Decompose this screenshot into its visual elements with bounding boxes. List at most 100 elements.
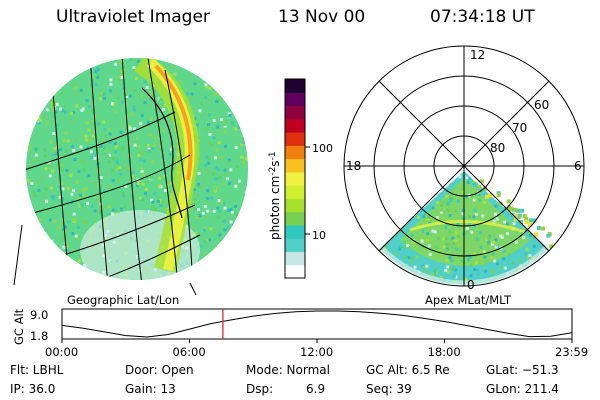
speckle (500, 196, 504, 200)
speckle (437, 237, 441, 240)
fringe-dot (528, 222, 532, 227)
speckle (94, 153, 98, 157)
speckle (70, 111, 73, 115)
speckle (217, 98, 221, 101)
speckle (494, 238, 498, 242)
speckle (206, 79, 210, 83)
speckle (57, 144, 61, 148)
speckle (247, 178, 248, 182)
speckle (48, 67, 52, 71)
speckle (234, 270, 238, 274)
speckle (28, 146, 32, 150)
speckle (503, 266, 507, 270)
speckle (111, 208, 115, 212)
speckle (405, 171, 409, 174)
speckle (475, 199, 479, 203)
fringe-dot (508, 212, 513, 217)
speckle (73, 158, 77, 161)
speckle (486, 242, 490, 246)
speckle (108, 89, 112, 93)
speckle (52, 194, 55, 198)
speckle (50, 239, 54, 243)
speckle (78, 204, 82, 208)
mlat-label-80: 80 (490, 141, 505, 155)
speckle (59, 62, 63, 66)
speckle (70, 249, 74, 253)
speckle (53, 146, 57, 150)
speckle (531, 281, 535, 285)
speckle (52, 150, 56, 154)
glat-info: GLat: −51.3 (486, 363, 559, 377)
fringe-dot (483, 186, 488, 191)
speckle (161, 128, 165, 132)
speckle (530, 213, 534, 217)
speckle (202, 215, 206, 219)
speckle (30, 260, 34, 264)
speckle (93, 209, 97, 213)
speckle (448, 256, 452, 260)
speckle (204, 83, 208, 87)
speckle (213, 230, 217, 234)
speckle (451, 267, 455, 271)
speckle (408, 178, 412, 182)
speckle (444, 237, 448, 241)
fringe-dot (484, 194, 489, 199)
speckle (238, 112, 242, 116)
speckle (239, 253, 243, 257)
speckle (44, 167, 48, 171)
speckle (65, 169, 69, 172)
speckle (132, 89, 136, 93)
speckle (111, 157, 115, 161)
speckle (478, 192, 482, 196)
speckle (428, 253, 432, 256)
speckle (70, 64, 73, 68)
speckle (399, 244, 403, 248)
speckle (33, 256, 37, 260)
speckle (28, 113, 32, 117)
speckle (228, 181, 232, 185)
speckle (36, 115, 40, 119)
speckle (229, 168, 233, 172)
speckle (113, 102, 117, 105)
speckle (500, 235, 504, 239)
speckle (76, 226, 80, 230)
speckle (58, 195, 62, 199)
speckle (140, 197, 144, 201)
speckle (28, 278, 32, 280)
speckle (529, 233, 532, 237)
date-label: 13 Nov 00 (278, 7, 366, 27)
speckle (524, 252, 528, 256)
speckle (187, 276, 191, 280)
speckle (242, 126, 246, 130)
speckle (59, 199, 62, 203)
speckle (496, 177, 500, 181)
speckle (514, 200, 518, 204)
speckle (210, 144, 214, 148)
speckle (224, 261, 228, 265)
speckle (382, 176, 386, 180)
speckle (537, 270, 541, 274)
speckle (145, 86, 149, 89)
speckle (491, 253, 495, 256)
speckle (447, 270, 451, 274)
speckle (69, 63, 73, 67)
speckle (506, 232, 510, 236)
speckle (404, 255, 408, 259)
speckle (159, 185, 163, 189)
speckle (198, 63, 202, 67)
speckle (222, 245, 226, 249)
speckle (212, 209, 216, 213)
speckle (43, 148, 47, 152)
speckle (381, 265, 384, 269)
polar-panel-label: Apex MLat/MLT (425, 293, 512, 307)
speckle (391, 225, 395, 229)
speckle (198, 109, 202, 113)
speckle (223, 220, 227, 224)
speckle (70, 119, 74, 123)
speckle (439, 275, 443, 279)
speckle (228, 63, 232, 67)
speckle (494, 204, 498, 208)
instrument-title: Ultraviolet Imager (56, 7, 210, 27)
speckle (223, 168, 227, 172)
speckle (121, 192, 125, 195)
